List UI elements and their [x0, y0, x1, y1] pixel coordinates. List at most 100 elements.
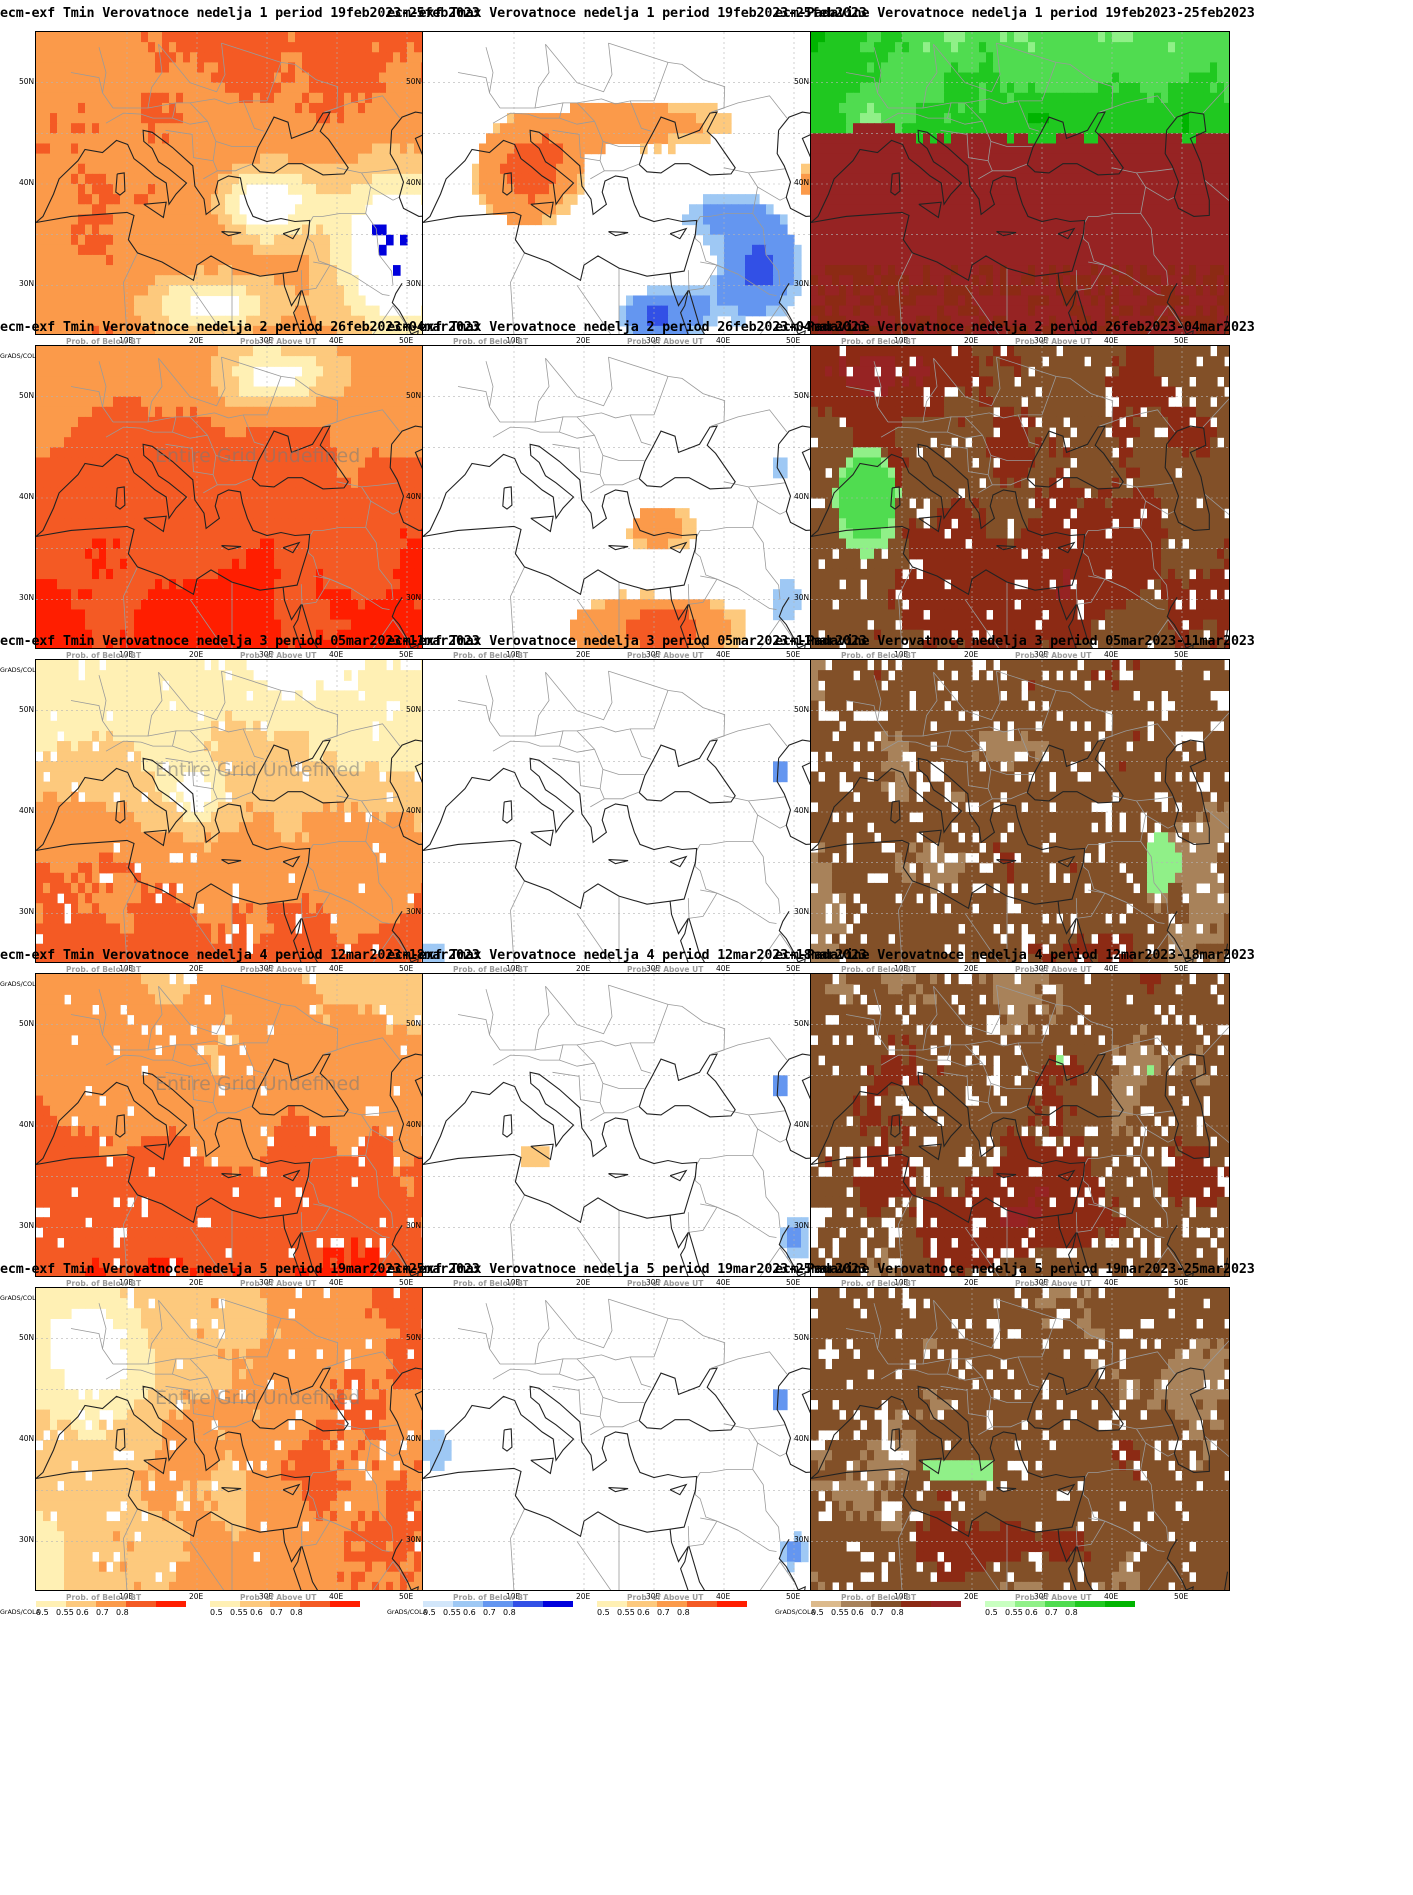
panel-title: ecm-exf Tmin Verovatnoce nedelja 1 perio…	[0, 6, 480, 21]
probability-cell	[78, 265, 86, 276]
probability-cell	[113, 254, 121, 266]
latitude-label: 30N	[19, 279, 35, 289]
probability-cell	[232, 406, 240, 418]
probability-cell	[1000, 153, 1008, 165]
probability-cell	[253, 254, 261, 266]
probability-cell	[832, 214, 840, 226]
probability-cell	[218, 52, 226, 63]
probability-cell	[71, 143, 79, 155]
probability-cell	[239, 52, 247, 63]
probability-cell	[253, 457, 261, 469]
probability-cell	[1161, 184, 1169, 195]
probability-cell	[414, 487, 422, 499]
probability-cell	[895, 72, 903, 84]
probability-cell	[874, 275, 882, 286]
probability-cell	[316, 376, 324, 388]
probability-cell	[316, 406, 324, 418]
probability-cell	[99, 82, 107, 94]
probability-cell	[414, 123, 422, 134]
probability-cell	[106, 457, 114, 469]
probability-cell	[1049, 102, 1057, 114]
probability-cell	[85, 133, 93, 145]
probability-cell	[372, 366, 380, 377]
probability-cell	[1126, 214, 1134, 226]
probability-cell	[811, 52, 819, 63]
probability-cell	[1161, 244, 1169, 256]
probability-cell	[232, 498, 240, 509]
probability-cell	[1147, 32, 1155, 43]
probability-cell	[846, 214, 854, 226]
probability-cell	[225, 325, 233, 334]
probability-cell	[1105, 72, 1113, 84]
probability-cell	[323, 487, 331, 499]
probability-cell	[267, 346, 275, 357]
probability-cell	[1049, 173, 1057, 185]
probability-cell	[372, 163, 380, 175]
probability-cell	[923, 92, 931, 104]
probability-cell	[1098, 194, 1106, 205]
probability-cell	[1084, 315, 1092, 327]
probability-cell	[358, 52, 366, 63]
probability-cell	[1042, 143, 1050, 155]
probability-cell	[43, 254, 51, 266]
probability-cell	[288, 163, 296, 175]
probability-cell	[909, 82, 917, 94]
probability-cell	[316, 477, 324, 489]
probability-cell	[239, 376, 247, 388]
probability-cell	[1098, 102, 1106, 114]
probability-cell	[393, 184, 401, 195]
probability-cell	[745, 285, 753, 297]
probability-cell	[881, 82, 889, 94]
probability-cell	[972, 72, 980, 84]
probability-cell	[414, 143, 422, 155]
probability-cell	[867, 92, 875, 104]
probability-cell	[323, 315, 331, 327]
probability-cell	[909, 72, 917, 84]
probability-cell	[246, 396, 254, 408]
probability-cell	[1070, 72, 1078, 84]
probability-cell	[204, 406, 212, 418]
probability-cell	[493, 163, 501, 175]
probability-cell	[351, 447, 359, 459]
probability-cell	[1035, 275, 1043, 286]
probability-cell	[267, 123, 275, 134]
probability-cell	[57, 123, 65, 134]
probability-cell	[225, 113, 233, 124]
probability-cell	[738, 254, 746, 266]
probability-cell	[1091, 163, 1099, 175]
probability-cell	[1035, 315, 1043, 327]
probability-cell	[951, 42, 959, 53]
probability-cell	[1070, 305, 1078, 317]
probability-cell	[239, 62, 247, 74]
probability-cell	[640, 123, 648, 134]
probability-cell	[288, 102, 296, 114]
probability-cell	[302, 42, 310, 53]
probability-cell	[556, 204, 564, 215]
probability-cell	[253, 52, 261, 63]
probability-cell	[874, 265, 882, 276]
probability-cell	[190, 234, 198, 246]
probability-cell	[197, 163, 205, 175]
probability-cell	[106, 416, 114, 428]
probability-cell	[400, 102, 408, 114]
probability-cell	[972, 82, 980, 94]
probability-cell	[881, 42, 889, 53]
probability-cell	[386, 92, 394, 104]
probability-cell	[162, 356, 170, 367]
probability-cell	[542, 153, 550, 165]
probability-cell	[787, 295, 795, 307]
probability-cell	[351, 153, 359, 165]
probability-cell	[414, 396, 422, 408]
probability-cell	[1056, 82, 1064, 94]
probability-cell	[647, 305, 655, 317]
probability-cell	[867, 42, 875, 53]
probability-cell	[92, 244, 100, 256]
probability-cell	[120, 204, 128, 215]
probability-cell	[1028, 82, 1036, 94]
probability-cell	[169, 376, 177, 388]
probability-cell	[85, 173, 93, 185]
probability-cell	[846, 244, 854, 256]
probability-cell	[1140, 32, 1148, 43]
probability-cell	[1175, 82, 1183, 94]
probability-cell	[930, 325, 938, 334]
